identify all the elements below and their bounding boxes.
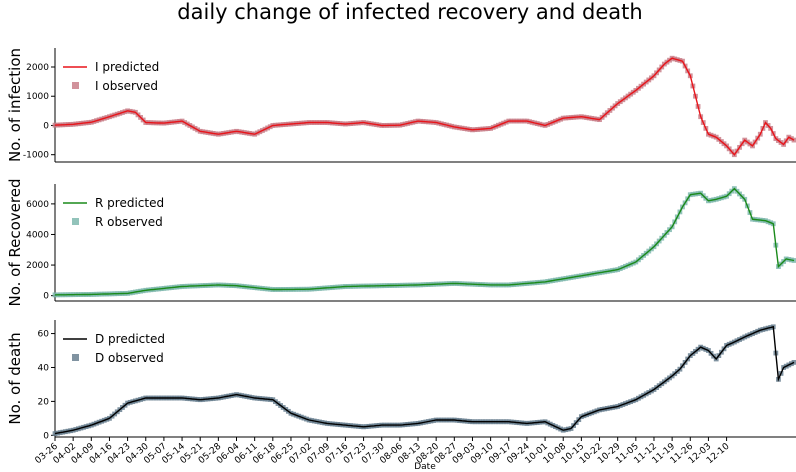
series-predicted-line xyxy=(54,325,795,435)
series-predicted-line xyxy=(54,57,795,156)
legend-marker-swatch xyxy=(72,218,79,225)
x-axis: 03-2604-0204-0904-1604-2304-3005-0705-14… xyxy=(33,437,732,466)
legend-entry: I observed xyxy=(95,79,158,93)
observed-point xyxy=(52,431,58,437)
y-tick-label: 20 xyxy=(38,397,50,407)
legend-entry: R predicted xyxy=(95,196,164,210)
legend-entry: I predicted xyxy=(95,60,159,74)
chart-title: daily change of infected recovery and de… xyxy=(177,0,642,24)
legend-marker-swatch xyxy=(72,82,79,89)
legend-entry: R observed xyxy=(95,215,163,229)
legend: D predicted D observed xyxy=(63,332,165,365)
legend: R predicted R observed xyxy=(63,196,164,229)
legend-marker-swatch xyxy=(72,354,79,361)
y-axis-label: No. of death xyxy=(6,332,24,424)
y-tick-label: 0 xyxy=(43,431,49,441)
legend-entry: D predicted xyxy=(95,332,165,346)
panel-death: 0 20 40 60 No. of death D predicted D observed xyxy=(6,320,796,441)
y-tick-label: 0 xyxy=(43,121,49,131)
y-tick-label: 0 xyxy=(43,292,49,302)
legend-entry: D observed xyxy=(95,351,164,365)
y-axis-label: No. of Recovered xyxy=(6,179,24,307)
y-tick-label: 6000 xyxy=(26,200,49,210)
y-tick-label: 2000 xyxy=(26,63,49,73)
x-axis-label: Date xyxy=(414,462,436,472)
series-predicted-line xyxy=(54,187,795,296)
legend: I predicted I observed xyxy=(63,60,159,93)
y-tick-label: 1000 xyxy=(26,92,49,102)
y-tick-label: 2000 xyxy=(26,261,49,271)
y-tick-label: 4000 xyxy=(26,230,49,240)
y-tick-label: -1000 xyxy=(23,151,49,161)
series-observed xyxy=(52,55,796,158)
y-tick-label: 60 xyxy=(38,330,50,340)
y-tick-label: 40 xyxy=(38,363,50,373)
y-axis-label: No. of infection xyxy=(6,48,24,162)
